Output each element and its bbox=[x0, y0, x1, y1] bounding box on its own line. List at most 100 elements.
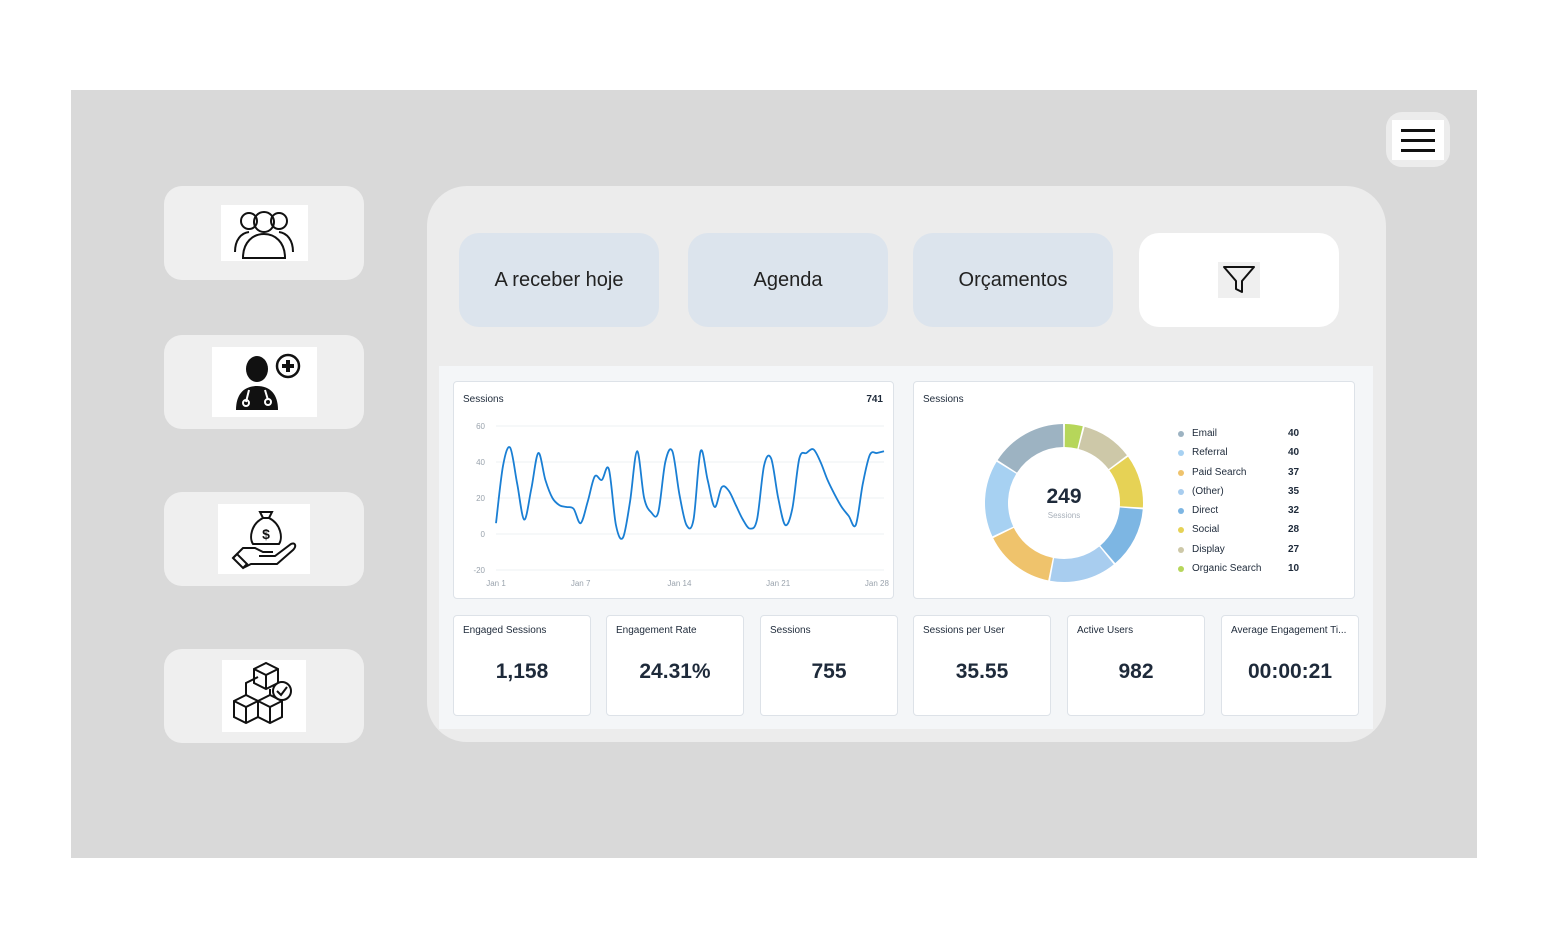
x-tick-label: Jan 28 bbox=[865, 579, 890, 588]
donut-slice bbox=[1100, 507, 1143, 564]
legend-item: Display 27 bbox=[1178, 544, 1308, 563]
kpi-label: Average Engagement Ti... bbox=[1231, 625, 1347, 636]
legend-label: Display bbox=[1192, 543, 1225, 555]
legend-value: 32 bbox=[1288, 505, 1300, 517]
legend-swatch bbox=[1178, 508, 1184, 515]
donut-legend: Email 40 Referral 40 Paid Search 37 (Other) 35 D… bbox=[1178, 428, 1308, 582]
kpi-value: 982 bbox=[1118, 660, 1154, 683]
donut-slice bbox=[985, 461, 1017, 537]
y-tick-label: -20 bbox=[473, 566, 485, 575]
tab-budgets-label: Orçamentos bbox=[958, 268, 1068, 291]
filter-button[interactable] bbox=[1139, 233, 1339, 327]
kpi-label: Active Users bbox=[1077, 625, 1134, 636]
y-tick-label: 0 bbox=[481, 530, 486, 539]
kpi-card: Sessions per User 35.55 bbox=[913, 615, 1051, 716]
kpi-value: 24.31% bbox=[639, 660, 711, 683]
legend-item: Email 40 bbox=[1178, 428, 1308, 447]
kpi-value: 35.55 bbox=[955, 660, 1009, 683]
kpi-card: Sessions 755 bbox=[760, 615, 898, 716]
boxes-check-icon bbox=[222, 660, 306, 732]
doctor-add-icon bbox=[211, 347, 317, 417]
sessions-donut-card: Sessions 249 Sessions Email 40 Referral 40 P… bbox=[913, 381, 1355, 599]
money-bag-hand-icon: $ bbox=[218, 504, 310, 574]
legend-value: 28 bbox=[1288, 524, 1300, 536]
kpi-label: Engaged Sessions bbox=[463, 625, 547, 636]
donut-slice bbox=[997, 424, 1064, 473]
sidebar-item-professionals[interactable] bbox=[164, 335, 364, 429]
tab-budgets[interactable]: Orçamentos bbox=[913, 233, 1113, 327]
x-tick-label: Jan 14 bbox=[667, 579, 692, 588]
legend-swatch bbox=[1178, 469, 1184, 476]
x-tick-label: Jan 1 bbox=[486, 579, 506, 588]
kpi-value: 1,158 bbox=[495, 660, 549, 683]
legend-swatch bbox=[1178, 450, 1184, 457]
kpi-value: 755 bbox=[811, 660, 847, 683]
donut-slice bbox=[1109, 456, 1143, 508]
kpi-label: Engagement Rate bbox=[616, 625, 697, 636]
kpi-card: Engaged Sessions 1,158 bbox=[453, 615, 591, 716]
legend-label: Paid Search bbox=[1192, 466, 1247, 478]
legend-value: 37 bbox=[1288, 466, 1300, 478]
legend-swatch bbox=[1178, 431, 1184, 437]
legend-value: 40 bbox=[1288, 447, 1300, 459]
legend-label: Direct bbox=[1192, 505, 1219, 517]
hamburger-menu-icon bbox=[1392, 119, 1444, 160]
y-tick-label: 40 bbox=[476, 458, 485, 467]
donut-center-label: Sessions bbox=[1047, 511, 1081, 520]
legend-item: (Other) 35 bbox=[1178, 486, 1308, 505]
donut-center-value: 249 bbox=[1046, 485, 1082, 508]
legend-swatch bbox=[1178, 566, 1184, 573]
legend-item: Referral 40 bbox=[1178, 447, 1308, 466]
legend-value: 10 bbox=[1288, 563, 1300, 575]
sessions-donut-title: Sessions bbox=[923, 394, 964, 405]
legend-value: 40 bbox=[1288, 428, 1300, 439]
tab-receivable-today[interactable]: A receber hoje bbox=[459, 233, 659, 327]
kpi-card: Active Users 982 bbox=[1067, 615, 1205, 716]
legend-item: Organic Search 10 bbox=[1178, 563, 1308, 582]
legend-swatch bbox=[1178, 546, 1184, 553]
legend-label: Organic Search bbox=[1192, 563, 1262, 575]
legend-label: Social bbox=[1192, 524, 1220, 536]
sidebar-item-clients[interactable] bbox=[164, 186, 364, 280]
donut-slice bbox=[1078, 426, 1127, 470]
donut-slice bbox=[993, 527, 1053, 581]
legend-swatch bbox=[1178, 488, 1184, 495]
sessions-line-title: Sessions bbox=[463, 394, 504, 405]
legend-item: Social 28 bbox=[1178, 524, 1308, 543]
tab-agenda[interactable]: Agenda bbox=[688, 233, 888, 327]
y-tick-label: 60 bbox=[476, 422, 485, 431]
users-group-icon bbox=[220, 205, 308, 261]
legend-label: Referral bbox=[1192, 447, 1228, 459]
kpi-label: Sessions bbox=[770, 625, 811, 636]
donut-slice bbox=[1050, 546, 1114, 582]
legend-label: (Other) bbox=[1192, 485, 1224, 497]
legend-label: Email bbox=[1192, 428, 1218, 439]
kpi-card: Engagement Rate 24.31% bbox=[606, 615, 744, 716]
sidebar-item-finance[interactable]: $ bbox=[164, 492, 364, 586]
donut-slice bbox=[1064, 424, 1083, 449]
legend-item: Paid Search 37 bbox=[1178, 467, 1308, 486]
kpi-label: Sessions per User bbox=[923, 625, 1005, 636]
sessions-donut-chart bbox=[985, 424, 1143, 582]
y-tick-label: 20 bbox=[476, 494, 485, 503]
filter-icon bbox=[1218, 262, 1260, 298]
kpi-value: 00:00:21 bbox=[1247, 660, 1333, 683]
main-panel: A receber hoje Agenda Orçamentos Session… bbox=[427, 186, 1386, 742]
svg-text:$: $ bbox=[262, 526, 270, 542]
analytics-dashboard: Sessions 741 60 40 20 0 -20 Jan 1 Jan 7 Jan 14 J… bbox=[439, 366, 1373, 729]
sidebar-item-inventory[interactable] bbox=[164, 649, 364, 743]
x-tick-label: Jan 7 bbox=[571, 579, 591, 588]
legend-value: 27 bbox=[1288, 543, 1300, 555]
sessions-series-line bbox=[495, 446, 885, 540]
sessions-line-card: Sessions 741 60 40 20 0 -20 Jan 1 Jan 7 Jan 14 J… bbox=[453, 381, 894, 599]
x-tick-label: Jan 21 bbox=[766, 579, 791, 588]
legend-swatch bbox=[1178, 527, 1184, 534]
kpi-card: Average Engagement Ti... 00:00:21 bbox=[1221, 615, 1359, 716]
sessions-line-total: 741 bbox=[866, 394, 883, 405]
legend-value: 35 bbox=[1288, 485, 1300, 497]
legend-item: Direct 32 bbox=[1178, 505, 1308, 524]
tab-agenda-label: Agenda bbox=[753, 268, 823, 291]
menu-button[interactable] bbox=[1386, 112, 1450, 167]
donut-center: 249 Sessions bbox=[1014, 485, 1114, 520]
